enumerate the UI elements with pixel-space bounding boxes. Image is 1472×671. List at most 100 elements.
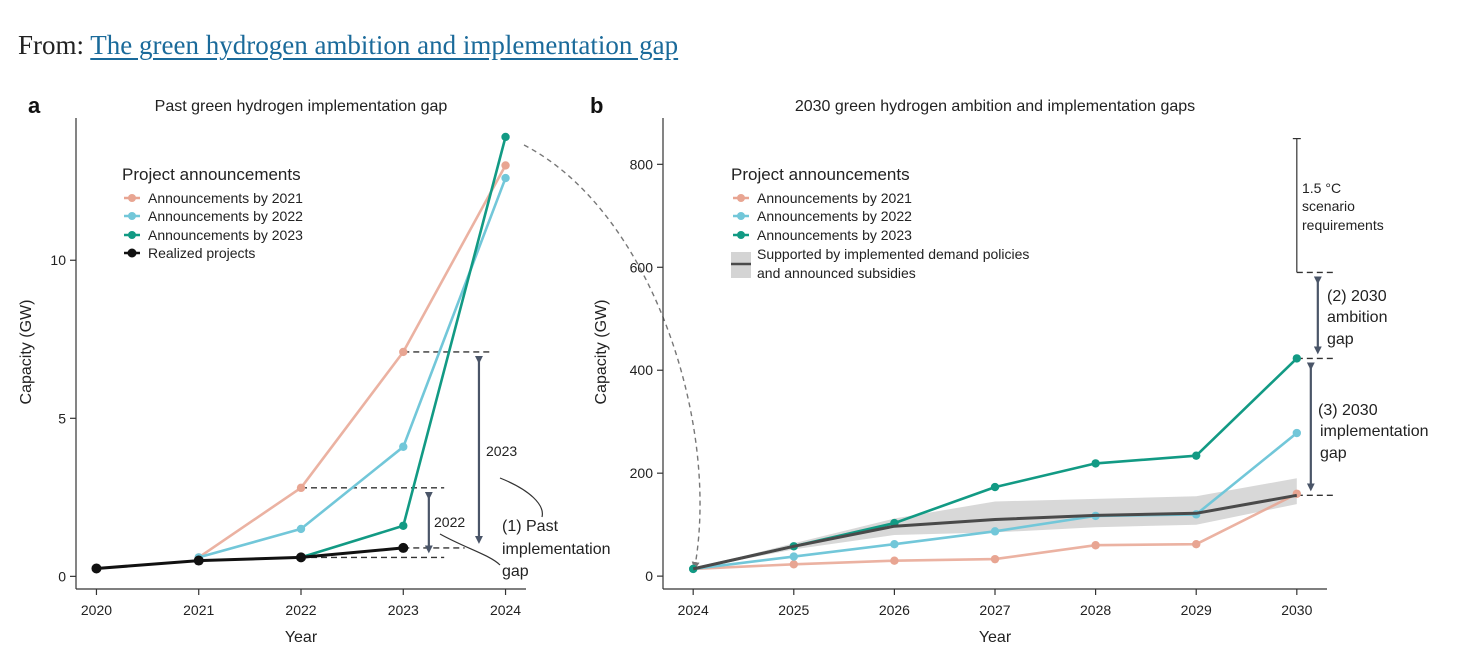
panel-b-policy-band bbox=[693, 478, 1297, 569]
panel-b-point-ann2021 bbox=[990, 554, 1000, 564]
legend-a-marker-2023 bbox=[128, 231, 136, 239]
scenario-label-line3: requirements bbox=[1302, 217, 1384, 233]
impl-gap-line2: implementation bbox=[1320, 423, 1429, 440]
panel-a-ytick-label: 0 bbox=[58, 568, 66, 584]
legend-a-label-realized: Realized projects bbox=[148, 245, 255, 261]
panel-a-legend-title: Project announcements bbox=[122, 165, 301, 184]
legend-b-marker-2022 bbox=[737, 212, 745, 220]
panel-b-point-ann2022 bbox=[890, 540, 899, 549]
ambition-gap-line2: ambition bbox=[1327, 309, 1387, 326]
panel-a: a Past green hydrogen implementation gap… bbox=[18, 93, 611, 646]
panel-b-xtick-label: 2024 bbox=[678, 602, 709, 618]
legend-b-label-2023: Announcements by 2023 bbox=[757, 227, 912, 243]
legend-a-label-2022: Announcements by 2022 bbox=[148, 208, 303, 224]
panel-a-xtick-label: 2022 bbox=[285, 602, 316, 618]
legend-b-item-2023: Announcements by 2023 bbox=[733, 227, 912, 243]
legend-b-marker-2023 bbox=[737, 231, 745, 239]
scenario-label-line1: 1.5 °C bbox=[1302, 180, 1341, 196]
panel-a-line-ann2021 bbox=[197, 164, 507, 559]
legend-a-label-2021: Announcements by 2021 bbox=[148, 190, 303, 206]
gap-2022-label: 2022 bbox=[434, 514, 465, 530]
legend-b-label-supported-line1: Supported by implemented demand policies bbox=[757, 246, 1029, 262]
panel-b-point-ann2023 bbox=[1292, 354, 1302, 363]
panel-b-xlabel: Year bbox=[979, 629, 1012, 646]
past-gap-text-line2: implementation bbox=[502, 541, 611, 558]
panel-b-point-ann2021 bbox=[1091, 541, 1100, 550]
panel-a-point-ann2023 bbox=[399, 521, 408, 530]
panel-a-line-realized bbox=[96, 546, 404, 570]
panel-b-point-ann2023 bbox=[688, 564, 698, 574]
panel-a-xlabel: Year bbox=[285, 629, 318, 646]
panel-connector-arrow bbox=[523, 144, 701, 570]
panel-a-xtick-label: 2024 bbox=[490, 602, 521, 618]
panel-a-point-ann2022 bbox=[501, 173, 510, 183]
source-prefix: From: bbox=[18, 30, 85, 60]
panel-b-gap-annotations bbox=[1292, 137, 1337, 497]
panel-a-point-ann2021 bbox=[501, 161, 510, 170]
panel-a-series bbox=[91, 132, 510, 574]
panel-a-xtick-label: 2021 bbox=[183, 602, 214, 618]
article-title-link[interactable]: The green hydrogen ambition and implemen… bbox=[90, 30, 679, 60]
panel-b-point-ann2021 bbox=[789, 560, 798, 569]
legend-b-label-2021: Announcements by 2021 bbox=[757, 190, 912, 206]
panel-b-ytick-label: 0 bbox=[645, 568, 653, 584]
panel-b-ytick-label: 200 bbox=[630, 465, 654, 481]
panel-b-point-ann2023 bbox=[990, 482, 1000, 492]
legend-b-item-supported: Supported by implemented demand policies… bbox=[731, 246, 1029, 281]
panel-a-line-ann2023 bbox=[300, 136, 507, 559]
panel-a-point-ann2021 bbox=[399, 347, 408, 357]
panel-a-point-realized bbox=[193, 555, 204, 566]
panel-a-point-ann2023 bbox=[501, 132, 510, 142]
legend-a-item-2023: Announcements by 2023 bbox=[124, 227, 303, 243]
panel-a-point-ann2021 bbox=[296, 483, 306, 493]
legend-a-item-realized: Realized projects bbox=[124, 245, 255, 261]
panel-b-xtick-label: 2030 bbox=[1281, 602, 1312, 618]
panel-a-title: Past green hydrogen implementation gap bbox=[155, 98, 448, 115]
panel-b-legend: Project announcements Announcements by 2… bbox=[731, 165, 1029, 281]
panel-a-ytick-label: 10 bbox=[50, 252, 66, 268]
panel-b-xtick-label: 2025 bbox=[778, 602, 809, 618]
gap-2022-connector bbox=[439, 533, 501, 566]
panel-b: b 2030 green hydrogen ambition and imple… bbox=[590, 93, 1429, 646]
panel-b-point-ann2023 bbox=[1192, 451, 1201, 460]
panel-a-xtick-label: 2023 bbox=[388, 602, 419, 618]
past-gap-text-line1: (1) Past bbox=[502, 518, 559, 535]
legend-b-item-2021: Announcements by 2021 bbox=[733, 190, 912, 206]
panel-b-point-ann2022 bbox=[1292, 428, 1302, 438]
panel-a-point-ann2022 bbox=[399, 442, 408, 451]
panel-a-xtick-label: 2020 bbox=[81, 602, 112, 618]
panel-b-xtick-label: 2029 bbox=[1181, 602, 1212, 618]
panel-a-axes: 2020 2021 2022 2023 2024 0 5 10 bbox=[50, 118, 526, 618]
panel-b-title: 2030 green hydrogen ambition and impleme… bbox=[795, 98, 1195, 115]
panel-a-point-realized bbox=[91, 563, 102, 574]
panel-b-line-ann2023 bbox=[692, 357, 1298, 571]
panel-a-point-ann2022 bbox=[296, 524, 306, 534]
gap-2023-label: 2023 bbox=[486, 443, 517, 459]
panel-b-line-supported bbox=[692, 493, 1298, 571]
panel-a-letter: a bbox=[28, 93, 41, 118]
panel-a-gap-annotations bbox=[301, 351, 491, 559]
policy-uncertainty-band bbox=[693, 478, 1297, 569]
impl-gap-line3: gap bbox=[1320, 445, 1347, 462]
gap-2023-connector bbox=[499, 477, 543, 518]
legend-a-marker-realized bbox=[127, 248, 137, 258]
past-gap-text-line3: gap bbox=[502, 563, 529, 580]
panel-a-ylabel: Capacity (GW) bbox=[18, 300, 35, 405]
panel-b-ytick-label: 800 bbox=[630, 156, 654, 172]
ambition-gap-line1: (2) 2030 bbox=[1327, 288, 1387, 305]
scenario-label-line2: scenario bbox=[1302, 198, 1355, 214]
panel-b-legend-title: Project announcements bbox=[731, 165, 910, 184]
panel-a-legend: Project announcements Announcements by 2… bbox=[122, 165, 303, 261]
panel-a-point-realized bbox=[296, 552, 306, 563]
panel-b-point-ann2023 bbox=[1091, 459, 1100, 468]
panel-b-point-ann2021 bbox=[1192, 540, 1201, 549]
legend-b-marker-2021 bbox=[737, 194, 745, 202]
legend-a-item-2022: Announcements by 2022 bbox=[124, 208, 303, 224]
ambition-gap-line3: gap bbox=[1327, 331, 1354, 348]
legend-a-marker-2021 bbox=[128, 194, 136, 202]
panel-a-line-ann2022 bbox=[198, 177, 507, 559]
panel-b-ytick-label: 600 bbox=[630, 259, 654, 275]
panel-b-xtick-label: 2026 bbox=[879, 602, 910, 618]
panel-b-series bbox=[688, 354, 1302, 574]
